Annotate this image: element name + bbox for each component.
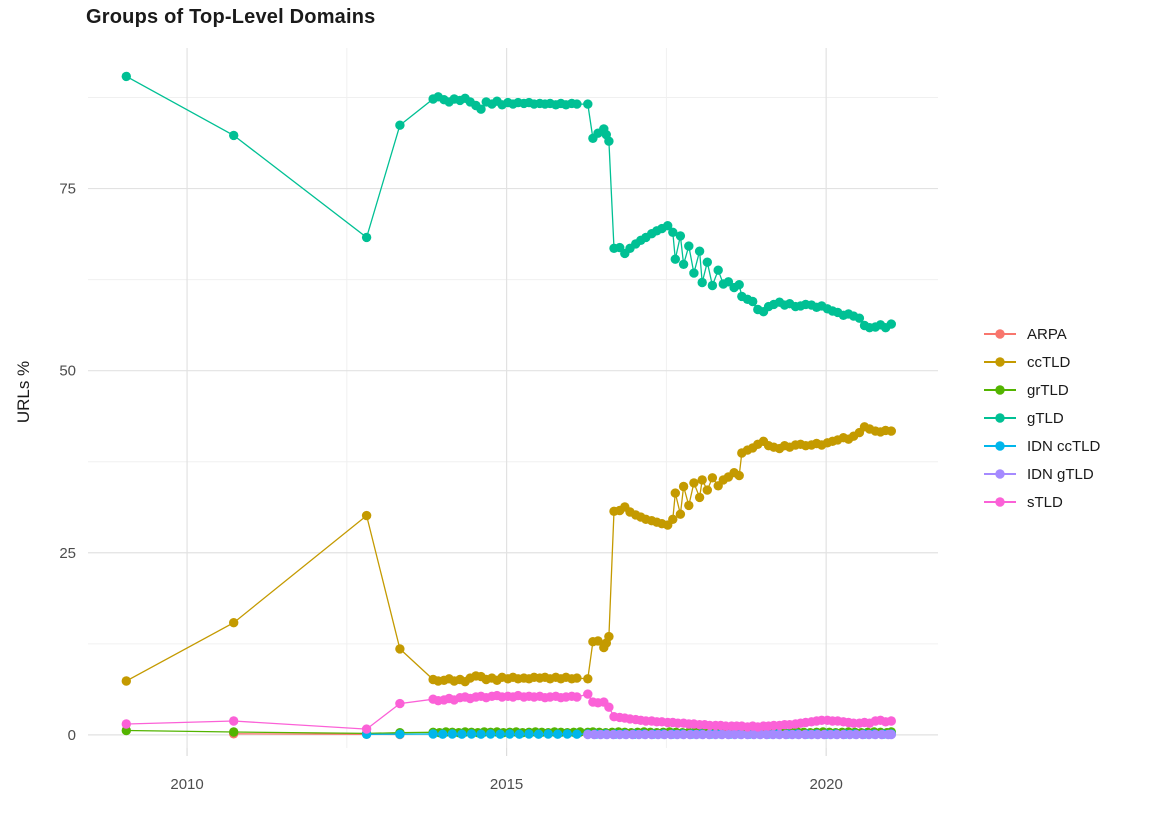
data-point-IDN-ccTLD: [505, 729, 514, 738]
legend-label-IDN-gTLD: IDN gTLD: [1027, 466, 1094, 483]
legend-key-dot-IDN-gTLD: [995, 469, 1004, 478]
data-point-IDN-ccTLD: [448, 729, 457, 738]
data-point-ccTLD: [122, 676, 131, 685]
data-point-gTLD: [714, 266, 723, 275]
data-point-sTLD: [604, 703, 613, 712]
data-point-gTLD: [684, 241, 693, 250]
data-point-gTLD: [395, 121, 404, 130]
data-point-sTLD: [583, 689, 592, 698]
legend-key-dot-grTLD: [995, 385, 1004, 394]
data-point-IDN-ccTLD: [476, 730, 485, 739]
data-point-ccTLD: [572, 673, 581, 682]
legend-label-ccTLD: ccTLD: [1027, 354, 1071, 371]
y-axis-title: URLs %: [14, 361, 34, 423]
legend-key-dot-ARPA: [995, 329, 1004, 338]
data-point-ccTLD: [229, 618, 238, 627]
data-point-gTLD: [703, 258, 712, 267]
data-point-IDN-ccTLD: [544, 729, 553, 738]
legend-label-gTLD: gTLD: [1027, 410, 1064, 427]
data-point-ccTLD: [689, 478, 698, 487]
data-point-gTLD: [708, 281, 717, 290]
data-point-IDN-ccTLD: [553, 730, 562, 739]
data-point-gTLD: [695, 247, 704, 256]
data-point-ccTLD: [698, 475, 707, 484]
data-point-IDN-ccTLD: [486, 729, 495, 738]
x-tick-label: 2010: [170, 776, 203, 793]
data-point-gTLD: [572, 99, 581, 108]
y-tick-label: 0: [68, 727, 76, 744]
data-point-IDN-ccTLD: [457, 730, 466, 739]
y-tick-label: 75: [59, 181, 76, 198]
y-tick-label: 50: [59, 363, 76, 380]
data-point-IDN-ccTLD: [428, 729, 437, 738]
legend-label-grTLD: grTLD: [1027, 382, 1069, 399]
data-point-gTLD: [229, 131, 238, 140]
data-point-ccTLD: [362, 511, 371, 520]
x-tick-label: 2020: [809, 776, 842, 793]
data-point-sTLD: [395, 699, 404, 708]
data-point-sTLD: [887, 716, 896, 725]
data-point-gTLD: [362, 233, 371, 242]
legend-label-sTLD: sTLD: [1027, 494, 1063, 511]
x-tick-label: 2015: [490, 776, 523, 793]
data-point-IDN-ccTLD: [524, 729, 533, 738]
data-point-grTLD: [229, 727, 238, 736]
legend-key-dot-gTLD: [995, 413, 1004, 422]
data-point-gTLD: [676, 231, 685, 240]
data-point-gTLD: [679, 260, 688, 269]
data-point-ccTLD: [671, 488, 680, 497]
data-point-gTLD: [698, 278, 707, 287]
data-point-gTLD: [671, 255, 680, 264]
legend-label-IDN-ccTLD: IDN ccTLD: [1027, 438, 1101, 455]
legend-key-dot-sTLD: [995, 497, 1004, 506]
chart-title: Groups of Top-Level Domains: [86, 6, 376, 29]
data-point-IDN-gTLD: [887, 730, 896, 739]
series-line-gTLD: [126, 76, 891, 327]
data-point-ccTLD: [887, 426, 896, 435]
data-point-ccTLD: [583, 674, 592, 683]
data-point-gTLD: [887, 319, 896, 328]
data-point-sTLD: [572, 692, 581, 701]
data-point-gTLD: [583, 99, 592, 108]
data-point-ccTLD: [676, 510, 685, 519]
data-point-ccTLD: [735, 471, 744, 480]
data-point-sTLD: [122, 719, 131, 728]
data-point-gTLD: [122, 72, 131, 81]
data-point-IDN-ccTLD: [563, 729, 572, 738]
data-point-ccTLD: [604, 632, 613, 641]
data-point-IDN-ccTLD: [438, 730, 447, 739]
data-point-IDN-ccTLD: [534, 730, 543, 739]
data-point-sTLD: [229, 716, 238, 725]
data-point-ccTLD: [695, 493, 704, 502]
data-point-IDN-ccTLD: [572, 730, 581, 739]
legend-label-ARPA: ARPA: [1027, 326, 1067, 343]
y-tick-label: 25: [59, 545, 76, 562]
data-point-ccTLD: [679, 482, 688, 491]
data-point-gTLD: [689, 268, 698, 277]
data-point-ccTLD: [395, 644, 404, 653]
data-point-gTLD: [735, 280, 744, 289]
data-point-ccTLD: [703, 485, 712, 494]
data-point-IDN-ccTLD: [515, 730, 524, 739]
data-point-gTLD: [748, 297, 757, 306]
data-point-IDN-ccTLD: [395, 730, 404, 739]
data-point-IDN-ccTLD: [496, 730, 505, 739]
legend-key-dot-IDN-ccTLD: [995, 441, 1004, 450]
data-point-IDN-ccTLD: [467, 729, 476, 738]
data-point-ccTLD: [684, 501, 693, 510]
data-point-sTLD: [362, 724, 371, 733]
data-point-gTLD: [604, 137, 613, 146]
legend-key-dot-ccTLD: [995, 357, 1004, 366]
data-point-ccTLD: [708, 473, 717, 482]
